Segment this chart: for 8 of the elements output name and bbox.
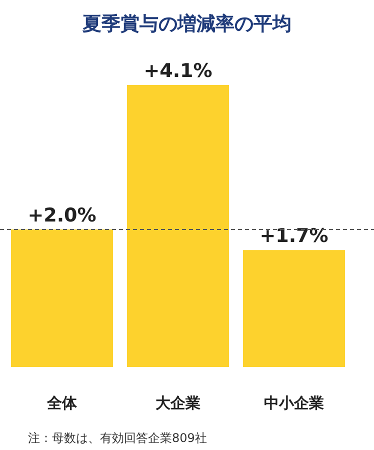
chart-title: 夏季賞与の増減率の平均 xyxy=(82,13,292,35)
data-label: +4.1% xyxy=(144,60,212,82)
data-label: +2.0% xyxy=(28,204,96,226)
x-tick-label: 大企業 xyxy=(156,394,200,412)
text: 注：母数は、有効回答企業809社 xyxy=(28,431,207,445)
data-label: +1.7% xyxy=(260,225,328,248)
x-tick-label: 全体 xyxy=(46,394,78,412)
x-tick-label: 中小企業 xyxy=(264,394,324,412)
